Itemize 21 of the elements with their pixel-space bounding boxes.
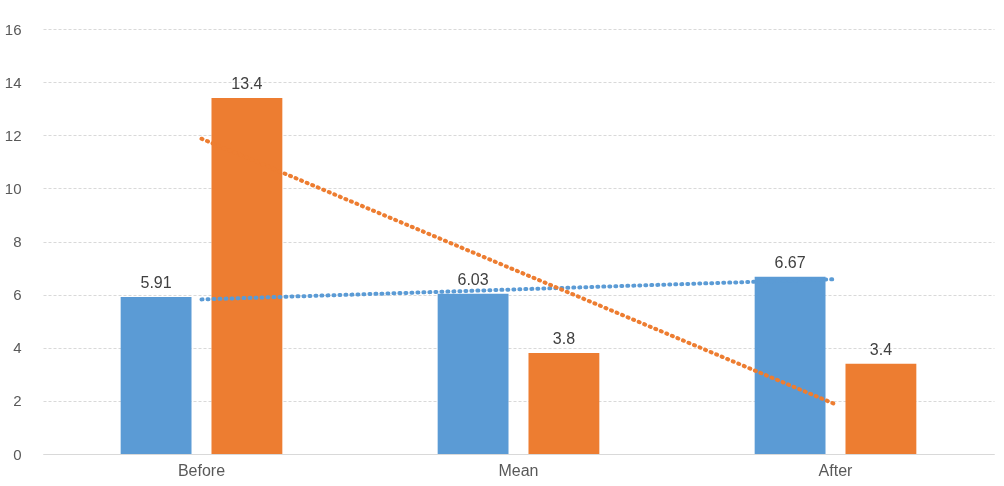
y-tick-label: 6 — [13, 286, 22, 304]
y-tick-label: 4 — [13, 339, 22, 357]
x-tick-label: Before — [177, 461, 226, 479]
x-tick-label: Mean — [498, 461, 539, 479]
data-label: 6.03 — [457, 270, 489, 288]
bar — [528, 353, 600, 454]
y-tick-label: 16 — [4, 20, 22, 38]
y-tick-label: 14 — [4, 73, 22, 91]
y-tick-label: 2 — [13, 392, 22, 410]
y-tick-label: 8 — [13, 233, 22, 250]
bar — [845, 363, 917, 454]
bar — [120, 297, 192, 454]
data-label: 3.8 — [552, 330, 576, 348]
y-tick-label: 10 — [4, 179, 22, 197]
y-tick-label: 0 — [13, 445, 22, 463]
data-label: 13.4 — [231, 75, 263, 93]
data-label: 3.4 — [869, 340, 893, 358]
data-label: 5.91 — [140, 274, 172, 292]
y-tick-label: 12 — [4, 126, 22, 144]
x-tick-label: After — [818, 461, 854, 479]
data-label: 6.67 — [774, 253, 806, 271]
